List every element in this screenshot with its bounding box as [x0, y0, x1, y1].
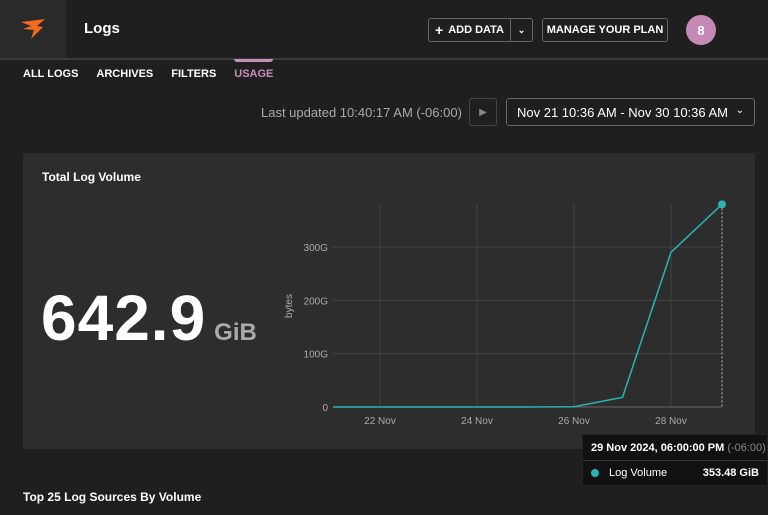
tab-bar: ALL LOGS ARCHIVES FILTERS USAGE — [23, 59, 274, 80]
tooltip-tz: (-06:00) — [727, 441, 766, 454]
series-line — [333, 203, 723, 408]
add-data-label: ADD DATA — [448, 24, 504, 36]
y-tick-label: 200G — [304, 296, 329, 307]
y-tick-label: 0 — [322, 403, 328, 414]
chevron-down-icon: ⌄ — [517, 24, 526, 35]
last-updated: Last updated 10:40:17 AM (-06:00) — [261, 105, 462, 120]
series-dot-icon — [591, 469, 599, 477]
plus-icon: + — [435, 22, 444, 38]
tab-usage[interactable]: USAGE — [234, 59, 274, 80]
top-bar: Logs + ADD DATA ⌄ MANAGE YOUR PLAN 8 — [0, 0, 768, 60]
tooltip-series: Log Volume — [609, 467, 668, 479]
total-log-volume-panel: Total Log Volume 642.9 GiB — [23, 153, 755, 449]
x-tick-label: 24 Nov — [461, 416, 493, 427]
add-data-dropdown[interactable]: ⌄ — [510, 18, 533, 42]
tab-archives[interactable]: ARCHIVES — [96, 68, 154, 80]
tab-filters[interactable]: FILTERS — [171, 68, 217, 80]
section-title: Top 25 Log Sources By Volume — [23, 490, 202, 504]
tooltip-value: 353.48 GiB — [702, 467, 759, 479]
chart-tooltip: 29 Nov 2024, 06:00:00 PM (-06:00) Log Vol… — [582, 434, 768, 486]
chevron-down-icon: ⌄ — [735, 105, 744, 116]
x-tick-label: 22 Nov — [364, 416, 396, 427]
total-unit: GiB — [214, 319, 257, 346]
y-tick-label: 100G — [304, 350, 329, 361]
panel-title: Total Log Volume — [42, 170, 141, 184]
play-button[interactable]: ▶ — [469, 98, 497, 126]
tooltip-date: 29 Nov 2024, 06:00:00 PM — [591, 441, 725, 454]
logo[interactable] — [0, 0, 66, 58]
logo-icon — [21, 19, 45, 39]
manage-plan-button[interactable]: MANAGE YOUR PLAN — [542, 18, 668, 42]
play-icon: ▶ — [479, 106, 487, 118]
avatar[interactable]: 8 — [686, 15, 716, 45]
total-readout: 642.9 GiB — [41, 281, 257, 355]
date-range-picker[interactable]: Nov 21 10:36 AM - Nov 30 10:36 AM ⌄ — [506, 98, 755, 126]
data-point — [718, 200, 726, 209]
tab-all-logs[interactable]: ALL LOGS — [23, 68, 79, 80]
x-tick-label: 26 Nov — [558, 416, 590, 427]
date-range-value: Nov 21 10:36 AM - Nov 30 10:36 AM — [517, 104, 729, 120]
y-tick-label: 300G — [304, 243, 329, 254]
x-tick-label: 28 Nov — [655, 416, 687, 427]
y-axis-label: bytes — [284, 294, 295, 318]
page-title: Logs — [84, 20, 120, 37]
total-value: 642.9 — [41, 282, 207, 354]
